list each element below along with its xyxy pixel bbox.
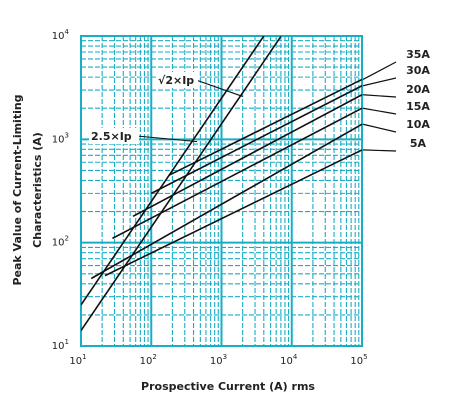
y-tick-label: 104 <box>52 28 70 42</box>
reference-line <box>81 36 265 306</box>
annotations: √2×Ip 2.5×Ip <box>89 72 243 144</box>
series-label-5a: 5A <box>410 137 427 150</box>
series-line-20a <box>132 94 363 217</box>
series-line-35a <box>168 78 363 176</box>
series-line-30a <box>150 85 363 195</box>
annotation-box <box>89 128 139 144</box>
annotation-leader <box>195 79 243 97</box>
annotation-box <box>156 72 198 88</box>
series-line-15a <box>112 107 363 240</box>
series-lines <box>90 78 363 280</box>
grid <box>80 36 362 347</box>
y-tick-labels: 101 102 103 104 <box>52 28 70 352</box>
annotation-label: 2.5×Ip <box>91 130 132 143</box>
series-label-15a: 15A <box>406 100 430 113</box>
x-tick-label: 101 <box>69 353 86 367</box>
x-tick-labels: 101 102 103 104 105 <box>69 353 367 367</box>
x-tick-label: 102 <box>140 353 157 367</box>
series-label-20a: 20A <box>406 83 430 96</box>
series-labels: 35A 30A 20A 15A 10A 5A <box>362 48 430 152</box>
annotation-label: √2×Ip <box>158 74 194 87</box>
series-label-35a: 35A <box>406 48 430 61</box>
y-axis-title-line1: Peak Value of Current-Limiting <box>11 94 24 285</box>
y-tick-label: 103 <box>52 131 69 145</box>
plot-frame <box>80 35 363 347</box>
x-tick-label: 104 <box>280 353 298 367</box>
series-line-10a <box>90 123 363 280</box>
series-leader-line <box>362 94 397 98</box>
series-leader-line <box>362 77 397 87</box>
x-tick-label: 103 <box>210 353 227 367</box>
series-leader-line <box>362 107 397 115</box>
series-leader-line <box>362 61 397 80</box>
reference-line <box>81 36 282 332</box>
x-tick-label: 105 <box>350 353 367 367</box>
series-leader-line <box>362 149 397 152</box>
y-tick-label: 102 <box>52 235 69 249</box>
series-label-10a: 10A <box>406 118 430 131</box>
x-axis-title: Prospective Current (A) rms <box>141 380 315 393</box>
series-label-30a: 30A <box>406 64 430 77</box>
reference-lines <box>81 36 282 332</box>
annotation-leader <box>136 135 198 143</box>
series-leader-line <box>362 123 397 133</box>
y-axis-title-line2: Characteristics (A) <box>31 132 44 248</box>
series-line-5a <box>104 149 363 277</box>
y-tick-label: 101 <box>52 338 69 352</box>
